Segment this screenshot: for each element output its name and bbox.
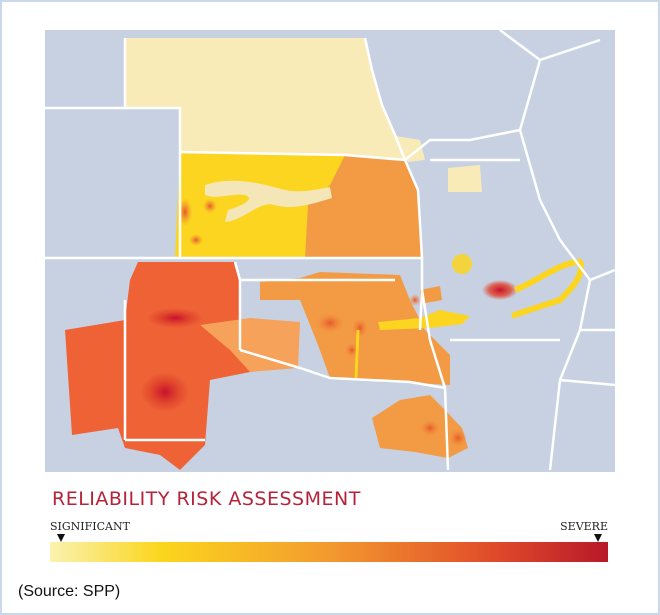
hotspot bbox=[203, 199, 217, 213]
state-lines bbox=[45, 30, 615, 471]
region-new-mexico bbox=[65, 262, 260, 470]
hotspot bbox=[409, 294, 421, 306]
hotspot bbox=[352, 318, 368, 338]
map-title: RELIABILITY RISK ASSESSMENT bbox=[52, 488, 361, 510]
legend-high-marker bbox=[594, 534, 602, 542]
hotspot bbox=[178, 198, 192, 226]
legend-high-label: SEVERE bbox=[560, 520, 608, 533]
hotspot bbox=[147, 308, 203, 328]
hotspot bbox=[189, 234, 203, 246]
hotspot bbox=[420, 420, 440, 436]
hotspot bbox=[449, 429, 467, 447]
region-yellow-band bbox=[378, 310, 470, 330]
region-missouri-sw bbox=[420, 286, 442, 304]
legend-scale bbox=[50, 542, 608, 562]
hotspot bbox=[482, 280, 518, 300]
region-nebraska bbox=[125, 38, 405, 160]
hotspot bbox=[141, 372, 189, 412]
region-north-texas bbox=[372, 395, 468, 458]
hotspot bbox=[345, 343, 359, 357]
region-kansas-east bbox=[305, 155, 422, 258]
hotspot-yellow bbox=[452, 254, 472, 274]
map bbox=[45, 30, 615, 472]
source-note: (Source: SPP) bbox=[18, 583, 120, 600]
region-yellow-line bbox=[354, 329, 360, 379]
legend-low-marker bbox=[57, 534, 65, 542]
region-yellow-swoosh bbox=[510, 258, 584, 319]
region-kansas-pale bbox=[205, 180, 332, 222]
hotspot bbox=[316, 313, 344, 333]
region-iowa bbox=[448, 165, 482, 192]
region-texas-panhandle bbox=[200, 318, 300, 372]
legend-low-label: SIGNIFICANT bbox=[50, 520, 131, 533]
